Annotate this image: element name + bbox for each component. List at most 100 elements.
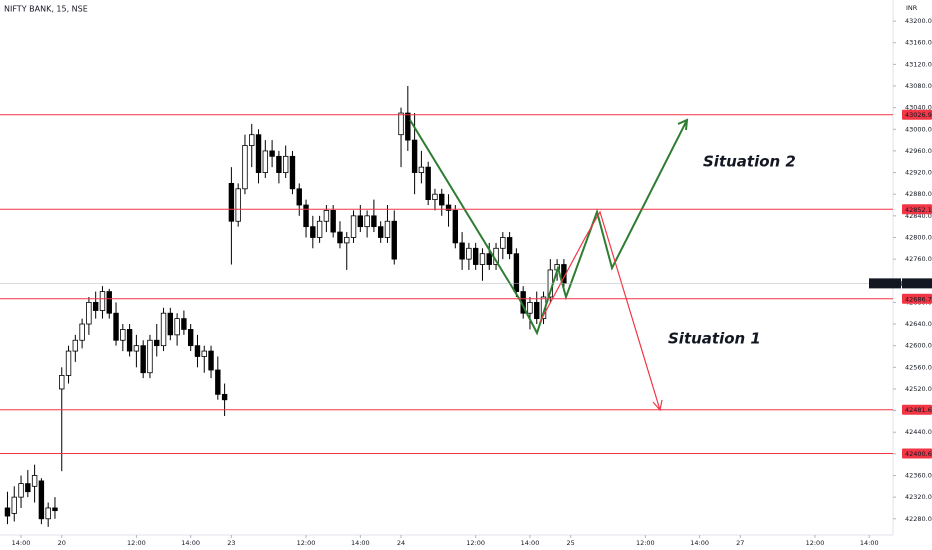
candle-body [92, 301, 99, 311]
symbol-tag [869, 278, 901, 289]
candle-body [398, 112, 404, 136]
candle-body [391, 220, 397, 260]
marks [4, 86, 567, 527]
candle-body [160, 312, 167, 347]
candle-body [45, 507, 51, 520]
candle-body [303, 204, 309, 228]
candle-body [316, 220, 323, 238]
y-tick-label: 42840.00 [905, 212, 932, 220]
candle-body [25, 483, 31, 493]
y-tick-label: 42920.00 [905, 169, 932, 177]
level-label: 42400.60 [905, 450, 932, 458]
y-tick-label: 43160.00 [905, 39, 932, 47]
candle-body [194, 345, 201, 357]
candle-body [452, 210, 459, 244]
y-tick-label: 42280.00 [905, 515, 932, 523]
candle-body [405, 112, 411, 141]
level-label: 43026.95 [905, 111, 932, 119]
candle-body [86, 301, 92, 325]
candle-body [242, 145, 248, 190]
level-label: 42852.10 [905, 206, 932, 214]
level-tag [902, 404, 932, 415]
x-tick-label: 23 [227, 539, 235, 547]
candle-body [439, 193, 445, 206]
x-tick-label: 12:00 [466, 539, 485, 547]
candle-body [59, 375, 65, 390]
candle-body [31, 475, 38, 487]
red-path [539, 210, 661, 411]
symbol-label: BANKNIFTY [871, 280, 907, 288]
candle-body [310, 226, 316, 238]
candle-body [459, 242, 465, 260]
x-tick-label: 14:00 [181, 539, 200, 547]
candle-body [479, 253, 486, 265]
candle-body [79, 323, 85, 341]
x-tick-label: 12:00 [297, 539, 316, 547]
candle-body [126, 329, 133, 352]
y-tick-label: 42520.00 [905, 385, 932, 393]
y-tick-label: 43040.00 [905, 104, 932, 112]
candle-body [221, 393, 228, 401]
candle-body [106, 291, 112, 314]
level-tag [902, 109, 932, 120]
candle-body [18, 483, 24, 498]
y-tick-label: 42800.00 [905, 233, 932, 241]
candle-body [371, 215, 377, 228]
candle-body [282, 155, 289, 173]
candle-body [500, 237, 506, 249]
level-label: 42481.65 [905, 406, 932, 414]
candle-body [344, 237, 350, 244]
candle-body [425, 166, 431, 201]
x-tick-label: 14:00 [521, 539, 540, 547]
candle-body [364, 215, 370, 228]
annotation: Situation 1 [668, 330, 761, 348]
candle-body [147, 339, 153, 374]
y-tick-label: 42880.00 [905, 190, 932, 198]
candle-body [384, 220, 391, 238]
candle-body [411, 139, 418, 173]
candle-body [262, 150, 269, 173]
candle-body [208, 350, 214, 371]
candle-body [249, 134, 255, 146]
y-tick-label: 42360.00 [905, 471, 932, 479]
candle-body [120, 329, 126, 341]
candle-body [99, 291, 106, 311]
candle-body [377, 226, 384, 238]
x-tick-label: 12:00 [636, 539, 655, 547]
candle-body [52, 507, 58, 512]
candle-body [228, 182, 235, 222]
candle-body [65, 350, 72, 376]
annotation: Situation 2 [703, 153, 796, 171]
candle-body [289, 155, 296, 190]
y-tick-label: 42320.00 [905, 493, 932, 501]
x-tick-label: 14:00 [12, 539, 31, 547]
candle-body [486, 253, 492, 265]
candle-body [276, 155, 282, 173]
candle-body [472, 247, 479, 265]
candle-body [140, 345, 146, 374]
candle-body [187, 329, 194, 347]
level-tag [902, 204, 932, 215]
candle-body [350, 215, 357, 238]
candle-body [534, 301, 540, 320]
y-tick-label: 42560.00 [905, 363, 932, 371]
x-tick-label: 25 [567, 539, 575, 547]
candle-body [235, 188, 241, 222]
candle-body [418, 166, 425, 173]
x-tick-label: 14:00 [860, 539, 879, 547]
candle-body [154, 339, 160, 347]
y-tick-label: 42600.00 [905, 342, 932, 350]
last-price-tag [902, 278, 932, 289]
candle-body [269, 150, 275, 157]
currency: INR [906, 4, 918, 12]
candle-body [113, 312, 119, 341]
candle-body [167, 312, 174, 336]
green-path [409, 119, 688, 336]
x-tick-label: 14:00 [690, 539, 709, 547]
candle-body [337, 231, 343, 244]
candle-body [255, 134, 262, 173]
candle-body [296, 188, 302, 206]
x-tick-label: 14:00 [351, 539, 370, 547]
